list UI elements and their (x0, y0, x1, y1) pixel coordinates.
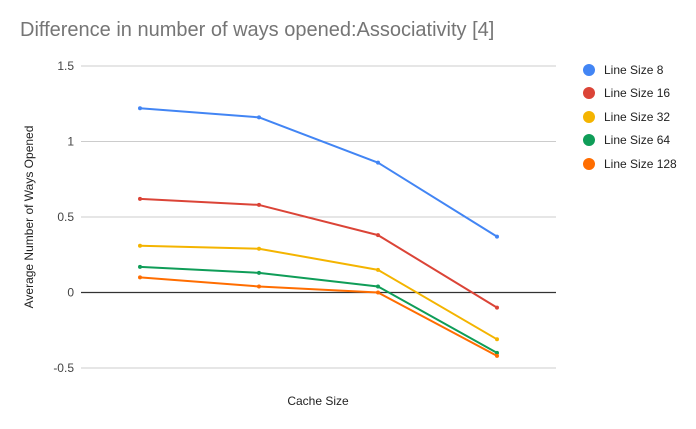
series-line (139, 107, 498, 238)
series-1 (138, 106, 499, 239)
y-tick-label: 0.5 (57, 210, 74, 224)
data-point (138, 275, 142, 280)
data-point (495, 234, 499, 239)
legend-item: Line Size 64 (583, 129, 677, 153)
legend-marker (583, 87, 595, 100)
x-axis-label: Cache Size (287, 394, 349, 408)
data-point (376, 233, 380, 238)
y-tick-labels: 1.5 1 0.5 0 -0.5 (53, 59, 74, 375)
data-point (138, 264, 142, 269)
y-axis-label: Average Number of Ways Opened (22, 126, 36, 309)
series-line (139, 244, 498, 341)
data-point (495, 353, 499, 358)
y-tick-label: 1.5 (57, 59, 74, 73)
data-point (257, 284, 261, 289)
legend-item: Line Size 8 (583, 58, 677, 82)
data-point (376, 284, 380, 289)
legend-label: Line Size 128 (604, 156, 677, 171)
data-point (257, 246, 261, 251)
data-point (495, 337, 499, 342)
data-point (138, 106, 142, 111)
legend-marker (583, 110, 595, 123)
legend-label: Line Size 16 (604, 86, 671, 101)
series-5 (138, 275, 499, 358)
legend: Line Size 8 Line Size 16 Line Size 32 Line … (583, 58, 677, 176)
data-point (138, 243, 142, 248)
legend-marker (583, 157, 595, 170)
data-point (257, 202, 261, 207)
series-4 (138, 264, 499, 355)
legend-label: Line Size 64 (604, 133, 671, 148)
data-point (495, 350, 499, 355)
data-point (495, 305, 499, 310)
legend-label: Line Size 32 (604, 109, 671, 124)
legend-marker (583, 63, 595, 76)
data-point (376, 290, 380, 295)
y-tick-label: 0 (67, 286, 74, 300)
series-line (139, 265, 498, 354)
y-tick-label: 1 (67, 135, 74, 149)
chart-title: Difference in number of ways opened:Asso… (20, 19, 495, 41)
legend-item: Line Size 32 (583, 105, 677, 129)
legend-label: Line Size 8 (604, 62, 664, 77)
gridlines (81, 65, 556, 369)
series-lines (138, 106, 499, 358)
data-point (257, 270, 261, 275)
data-point (138, 196, 142, 201)
series-2 (138, 196, 499, 310)
series-line (139, 276, 498, 357)
legend-item: Line Size 16 (583, 82, 677, 106)
series-3 (138, 243, 499, 342)
legend-item: Line Size 128 (583, 152, 677, 176)
data-point (376, 160, 380, 165)
data-point (376, 267, 380, 272)
data-point (257, 115, 261, 120)
series-line (139, 197, 498, 309)
y-tick-label: -0.5 (53, 361, 74, 375)
legend-marker (583, 134, 595, 147)
